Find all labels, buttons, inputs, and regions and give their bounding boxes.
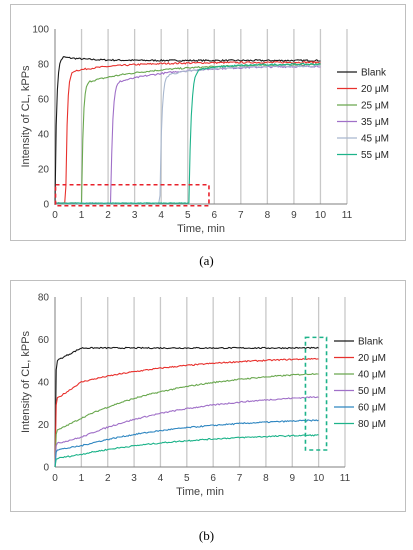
y-tick-label: 80 (38, 60, 50, 71)
legend-label-5: 80 μM (358, 419, 386, 430)
x-tick-label: 1 (79, 473, 85, 484)
y-tick-label: 20 (38, 420, 50, 431)
x-tick-label: 3 (131, 473, 137, 484)
series-line-2 (54, 372, 319, 468)
series-line-5 (54, 434, 319, 468)
y-tick-label: 80 (38, 293, 50, 304)
legend-label-5: 55 μM (361, 150, 389, 161)
x-tick-label: 3 (132, 210, 138, 221)
x-tick-label: 7 (238, 210, 244, 221)
x-tick-label: 5 (185, 210, 191, 221)
x-tick-label: 9 (289, 473, 295, 484)
x-tick-label: 7 (237, 473, 243, 484)
chart-panel-a: 0 1 2 3 4 5 6 7 8 9 10 11 0 20 40 60 80 100 Time, min Inten… (10, 4, 406, 241)
chart-a-caption: (a) (199, 253, 214, 268)
legend-label-1: 20 μM (361, 84, 389, 95)
x-tick-label: 2 (105, 210, 111, 221)
chart-b-caption: (b) (198, 528, 215, 543)
y-tick-label: 0 (43, 463, 49, 474)
series-line-1 (54, 60, 321, 204)
x-tick-label: 4 (158, 210, 164, 221)
highlight-box (304, 336, 328, 451)
legend-label-4: 45 μM (361, 134, 389, 145)
legend-label-2: 40 μM (358, 370, 386, 381)
y-tick-label: 20 (38, 165, 50, 176)
highlight-box (54, 183, 210, 207)
series-line-3 (54, 396, 319, 468)
series-line-5 (54, 62, 321, 205)
chart-b-svg: 0 1 2 3 4 5 6 7 8 9 10 11 0 20 40 60 80 Time, min Intensit… (20, 293, 386, 499)
x-tick-label: 11 (340, 473, 351, 484)
x-tick-label: 2 (105, 473, 111, 484)
y-tick-label: 60 (38, 335, 50, 346)
x-tick-label: 8 (263, 473, 269, 484)
series-line-4 (54, 419, 319, 468)
legend-label-4: 60 μM (358, 403, 386, 414)
y-tick-label: 60 (38, 95, 50, 106)
y-tick-label: 40 (38, 378, 50, 389)
x-tick-label: 8 (265, 210, 271, 221)
x-tick-label: 11 (342, 210, 353, 221)
series-line-0 (54, 346, 319, 468)
legend-label-3: 35 μM (361, 117, 389, 128)
legend-label-0: Blank (358, 337, 384, 348)
chart-panel-b: 0 1 2 3 4 5 6 7 8 9 10 11 0 20 40 60 80 Time, min Intensit… (10, 280, 406, 512)
y-axis-title: Intensity of CL, kPPs (20, 65, 32, 168)
x-tick-label: 6 (211, 210, 217, 221)
y-tick-label: 40 (38, 130, 50, 141)
legend-label-2: 25 μM (361, 101, 389, 112)
x-axis-title: Time, min (176, 486, 224, 498)
x-tick-label: 10 (315, 210, 327, 221)
y-tick-label: 0 (43, 200, 49, 211)
x-tick-label: 0 (52, 473, 58, 484)
legend-label-3: 50 μM (358, 386, 386, 397)
x-tick-label: 1 (79, 210, 85, 221)
y-tick-label: 100 (32, 25, 49, 36)
x-axis-title: Time, min (177, 223, 225, 235)
x-tick-label: 5 (184, 473, 190, 484)
legend-label-0: Blank (361, 68, 387, 79)
x-tick-label: 4 (158, 473, 164, 484)
x-tick-label: 0 (52, 210, 58, 221)
chart-a-svg: 0 1 2 3 4 5 6 7 8 9 10 11 0 20 40 60 80 100 Time, min Inten… (20, 25, 389, 236)
legend-label-1: 20 μM (358, 353, 386, 364)
y-axis-title: Intensity of CL, kPPs (20, 330, 32, 433)
series-line-0 (54, 56, 321, 205)
x-tick-label: 6 (210, 473, 216, 484)
x-tick-label: 10 (313, 473, 325, 484)
x-tick-label: 9 (291, 210, 297, 221)
series-line-1 (54, 357, 319, 468)
